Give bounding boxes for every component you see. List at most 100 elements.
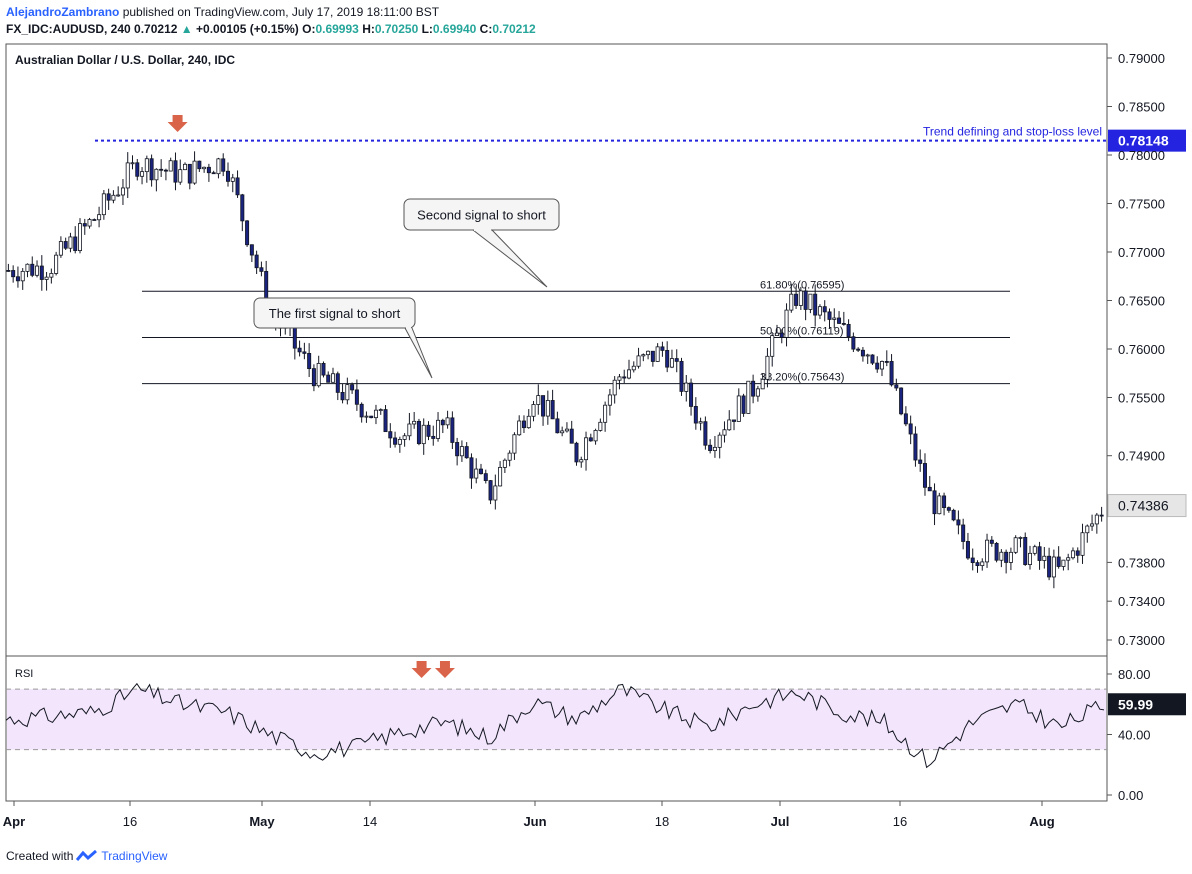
candle-body (746, 380, 751, 414)
candle-body (321, 363, 326, 376)
candle-body (163, 169, 168, 172)
candle-body (431, 435, 436, 439)
candle-body (502, 459, 507, 468)
candle-body (159, 168, 164, 171)
candle-body (550, 400, 555, 420)
candle-body (63, 241, 68, 249)
candle-body (794, 293, 799, 306)
candle-body (736, 395, 741, 422)
candle-body (187, 163, 192, 184)
candle-body (545, 400, 550, 417)
time-tick-label: May (249, 814, 275, 829)
candle-body (450, 417, 455, 443)
candle-body (345, 384, 350, 401)
candle-body (965, 541, 970, 559)
rsi-line (5, 682, 1105, 769)
candle-body (292, 325, 297, 349)
open-label: O: (302, 22, 316, 36)
candle-body (68, 236, 73, 249)
candle-body (521, 420, 526, 429)
rsi-value-tag (1108, 693, 1186, 716)
candle-body (860, 349, 865, 357)
low-label: L: (421, 22, 433, 36)
candle-body (908, 423, 913, 435)
candle-body (584, 437, 589, 461)
price-tick-label: 0.75500 (1118, 391, 1165, 406)
candle-body (774, 332, 779, 337)
fib-level-label: 61.80%(0.76595) (760, 279, 844, 291)
time-tick-label: 18 (655, 814, 669, 829)
candle-body (698, 421, 703, 424)
candle-body (994, 542, 999, 561)
created-with: Created with (6, 849, 74, 863)
candle-body (851, 336, 856, 350)
time-tick-label: 14 (363, 814, 377, 829)
candle-body (612, 379, 617, 396)
close-value: 0.70212 (492, 22, 536, 36)
candle-body (297, 347, 302, 353)
candle-body (813, 293, 818, 316)
candle-body (727, 419, 732, 431)
candle-body (1008, 551, 1013, 563)
candle-body (469, 457, 474, 479)
price-tick-label: 0.76000 (1118, 342, 1165, 357)
candle-body (311, 368, 316, 387)
candle-body (388, 431, 393, 439)
price-tick-label: 0.77000 (1118, 245, 1165, 260)
stop-loss-price-tag (1108, 129, 1186, 152)
rsi-signal-arrow-icon (434, 661, 455, 678)
tradingview-brand[interactable]: TradingView (101, 849, 168, 863)
candle-body (373, 409, 378, 419)
main-pane[interactable] (5, 43, 1108, 657)
candle-body (316, 363, 321, 387)
candle-body (77, 223, 82, 251)
candle-body (951, 509, 956, 521)
symbol[interactable]: FX_IDC:AUDUSD, 240 (6, 22, 131, 36)
candle-body (593, 430, 598, 442)
callout-box (253, 297, 416, 329)
candle-body (1080, 532, 1085, 556)
candle-body (655, 346, 660, 362)
candle-body (526, 415, 531, 429)
price-signal-arrow-icon (167, 115, 188, 132)
candle-body (1056, 556, 1061, 567)
candle-body (875, 362, 880, 370)
candle-body (202, 166, 207, 170)
rsi-title: RSI (15, 668, 33, 680)
candle-body (579, 459, 584, 463)
author-link[interactable]: AlejandroZambrano (6, 5, 120, 19)
candle-body (92, 219, 97, 221)
candle-body (364, 415, 369, 418)
candle-body (87, 219, 92, 227)
candle-body (803, 290, 808, 310)
candle-body (669, 358, 674, 368)
candle-body (97, 214, 102, 221)
candle-body (225, 170, 230, 182)
candle-body (564, 428, 569, 432)
candle-body (39, 265, 44, 280)
candle-body (1042, 555, 1047, 561)
candle-body (631, 365, 636, 371)
tradingview-logo-icon[interactable] (76, 849, 98, 863)
candle-body (541, 395, 546, 417)
candle-body (922, 463, 927, 488)
candle-body (397, 439, 402, 445)
candle-body (359, 403, 364, 418)
candle-body (1075, 550, 1080, 556)
candle-body (493, 485, 498, 501)
candle-body (598, 421, 603, 431)
candle-body (135, 162, 140, 177)
candle-body (354, 389, 359, 405)
candle-body (15, 276, 20, 282)
candle-body (970, 557, 975, 563)
candle-body (130, 162, 135, 165)
candle-body (459, 446, 464, 457)
candle-body (479, 468, 484, 475)
candle-body (660, 346, 665, 351)
candle-body (1032, 546, 1037, 554)
price-tick-label: 0.73400 (1118, 594, 1165, 609)
change-up-icon: ▲ (180, 22, 193, 36)
candle-body (732, 419, 737, 422)
chart-title: Australian Dollar / U.S. Dollar, 240, ID… (15, 53, 235, 67)
